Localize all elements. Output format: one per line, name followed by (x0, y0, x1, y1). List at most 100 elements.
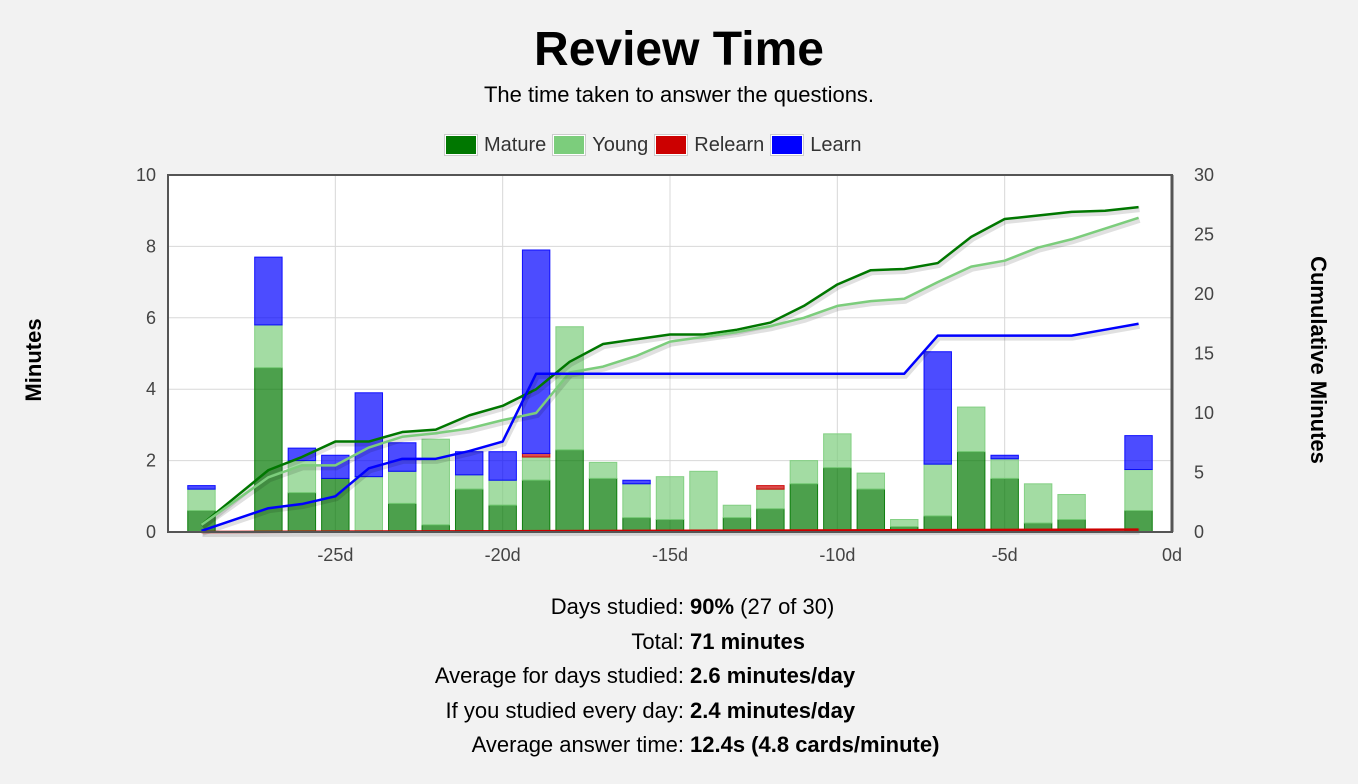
x-tick-label: -20d (485, 545, 521, 565)
bar-young (1124, 469, 1153, 512)
y-tick-label: 4 (146, 379, 156, 399)
cumulative-line-learn (201, 322, 1139, 532)
stat-row-days-studied: Days studied: 90% (27 of 30) (0, 590, 1358, 625)
bar-mature (488, 504, 517, 533)
bar-mature (521, 479, 551, 533)
stat-value-plain: (27 of 30) (734, 594, 835, 619)
bar-learn (187, 485, 216, 490)
bar-young (454, 474, 484, 490)
legend-item-young[interactable]: Young (552, 134, 648, 157)
legend-label-young: Young (592, 133, 649, 156)
bar-young (722, 504, 752, 519)
y2-tick-label: 0 (1194, 522, 1204, 542)
bar-young (789, 460, 819, 485)
bar-young (756, 488, 785, 510)
chart-subtitle: The time taken to answer the questions. (483, 82, 875, 107)
y2-tick-label: 20 (1194, 284, 1214, 304)
bar-young (923, 463, 952, 517)
legend-swatch-mature (444, 134, 478, 156)
bar-young (488, 479, 517, 506)
bar-mature (823, 467, 852, 533)
y2-tick-label: 15 (1194, 344, 1214, 364)
stat-value-bold: 2.6 minutes/day (690, 663, 856, 688)
cumulative-line-mature (200, 205, 1139, 526)
bar-learn (254, 256, 283, 326)
bar-young (354, 476, 384, 533)
y-tick-label: 0 (146, 522, 156, 542)
bar-mature (254, 367, 283, 533)
stat-value-bold: 71 minutes (690, 628, 805, 654)
bar-young (990, 458, 1019, 479)
bar-mature (555, 449, 584, 533)
stat-value: 2.4 minutes/day (690, 694, 855, 729)
bar-mature (789, 483, 819, 533)
stat-value-bold: 2.4 minutes/day (690, 697, 856, 723)
stat-row-total: Total: 71 minutes (0, 625, 1358, 660)
stat-value-bold: 90% (690, 594, 735, 619)
bar-young (388, 470, 417, 504)
bar-young (1023, 483, 1053, 524)
bar-learn (1124, 435, 1153, 471)
bar-learn (990, 454, 1019, 460)
stat-label: If you studied every day: (445, 697, 684, 723)
x-tick-label: -25d (317, 545, 353, 565)
bar-learn (923, 351, 952, 465)
legend-item-relearn[interactable]: Relearn (654, 134, 764, 157)
bar-learn (488, 451, 517, 481)
x-tick-label: -5d (992, 545, 1018, 565)
legend-swatch-young (552, 134, 587, 156)
legend-label-relearn: Relearn (694, 133, 765, 156)
legend-label-learn: Learn (810, 133, 862, 156)
stat-value-bold: 12.4s (4.8 cards/minute) (690, 732, 940, 757)
bar-young (689, 470, 718, 533)
bar-mature (321, 477, 350, 533)
stat-value: 90% (27 of 30) (690, 590, 834, 625)
bar-young (956, 406, 986, 453)
bar-mature (588, 477, 618, 533)
x-tick-label: -15d (652, 545, 688, 565)
bar-young (187, 488, 216, 512)
bar-mature (956, 451, 986, 533)
legend-color-young (554, 136, 585, 154)
stat-label: Days studied: (550, 594, 684, 619)
y-tick-label: 8 (146, 236, 156, 256)
y2-tick-label: 5 (1194, 463, 1204, 483)
stat-label: Average for days studied: (434, 663, 684, 688)
bar-young (254, 324, 283, 369)
stat-value: 71 minutes (690, 625, 805, 660)
bar-mature (856, 488, 886, 533)
bar-young (421, 438, 450, 526)
stat-label: Average answer time: (471, 732, 684, 757)
legend-item-mature[interactable]: Mature (444, 134, 546, 157)
legend-color-learn (772, 136, 803, 154)
bar-relearn (756, 485, 785, 490)
bar-young (555, 326, 584, 451)
review-time-chart: 0 2 4 6 8 10 0 5 10 15 20 25 30 -25d -20d -15d -10d -5d 0d (136, 165, 1214, 565)
y-tick-label: 10 (136, 165, 156, 185)
legend-color-relearn (656, 136, 687, 154)
cumulative-shadow-mature (200, 206, 1140, 530)
bar-mature (990, 477, 1019, 533)
cumulative-line-young (200, 216, 1139, 526)
x-tick-label: 0d (1162, 545, 1182, 565)
bar-learn (521, 249, 551, 454)
chart-title: Review Time (534, 23, 824, 76)
bar-mature (287, 492, 317, 533)
bar-young (655, 476, 685, 521)
stats-table: Days studied: 90% (27 of 30) Total: 71 m… (0, 590, 1358, 763)
cumulative-shadow-learn (201, 322, 1141, 536)
bar-young (1057, 494, 1086, 521)
y2-tick-label: 10 (1194, 403, 1214, 423)
bar-young (622, 483, 651, 519)
y2-tick-label: 30 (1194, 165, 1214, 185)
legend-label-mature: Mature (484, 133, 547, 156)
legend-swatch-learn (770, 134, 805, 156)
bar-young (823, 433, 852, 469)
y2-tick-label: 25 (1194, 225, 1214, 245)
stat-label: Total: (631, 628, 684, 654)
bar-relearn (521, 452, 551, 458)
legend-item-learn[interactable]: Learn (770, 134, 861, 157)
bar-mature (388, 502, 417, 533)
bar-young (890, 519, 919, 528)
x-tick-label: -10d (819, 545, 855, 565)
